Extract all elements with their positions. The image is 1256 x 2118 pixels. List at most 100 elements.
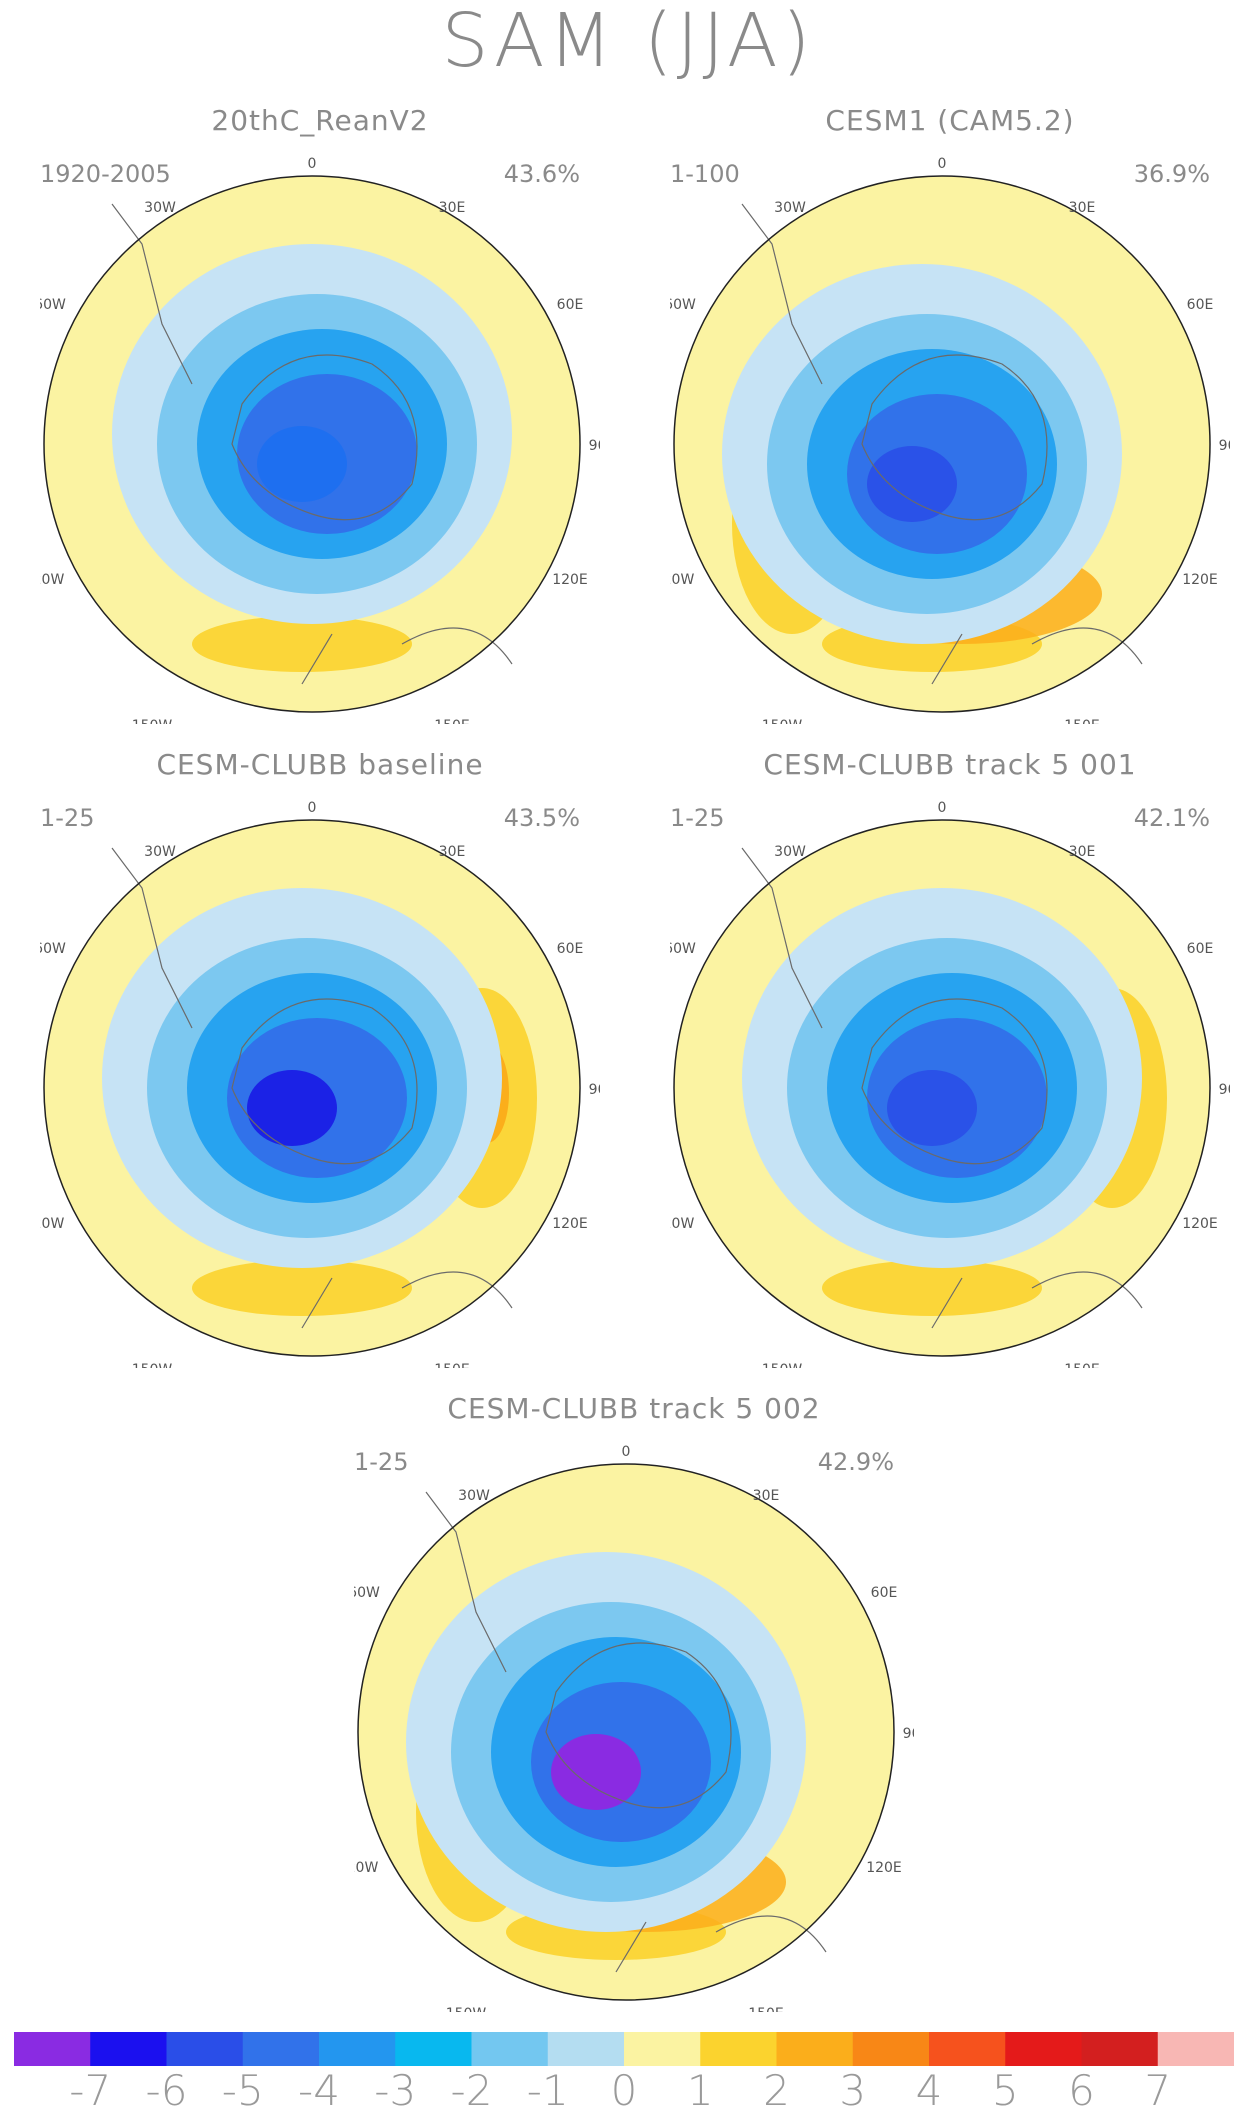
longitude-label: 60W — [670, 297, 696, 313]
map-panel: CESM-CLUBB baseline 1-25 43.5% 0 30E 60E 90E 12… — [40, 748, 600, 1368]
map-panel: CESM1 (CAM5.2) 1-100 36.9% 0 30E 60E 90E 120E 15… — [670, 104, 1230, 724]
coastline — [425, 1491, 507, 1673]
map-panel: 20thC_ReanV2 1920-2005 43.6% 0 30E 60E 90E 120E… — [40, 104, 600, 724]
panel-variance: 43.6% — [503, 160, 580, 188]
colorbar-tick-label: 4 — [915, 2066, 943, 2115]
colorbar-segment — [776, 2032, 854, 2066]
colorbar-tick-label: 5 — [991, 2066, 1019, 2115]
coastline — [931, 627, 1143, 685]
polar-map: 030E60E90E120E150E180150W120W90W60W30W — [670, 800, 1230, 1368]
longitude-label: 90E — [1219, 1082, 1230, 1098]
colorbar-segment — [166, 2032, 244, 2066]
colorbar-segment — [700, 2032, 777, 2066]
colorbar-segment — [929, 2032, 1006, 2066]
longitude-label: 60E — [557, 297, 584, 313]
panel-period: 1-25 — [670, 804, 725, 832]
longitude-label: 90E — [1219, 438, 1230, 454]
longitude-label: 150E — [434, 718, 470, 724]
panel-variance: 36.9% — [1133, 160, 1210, 188]
colorbar-segment — [14, 2032, 91, 2066]
panel-title: 20thC_ReanV2 — [211, 104, 429, 137]
longitude-label: 30E — [1069, 844, 1096, 860]
panel-title: CESM-CLUBB track 5 001 — [763, 748, 1137, 781]
longitude-label: 60E — [1187, 941, 1214, 957]
longitude-label: 30W — [144, 844, 176, 860]
panel-variance: 43.5% — [503, 804, 580, 832]
longitude-label: 0 — [308, 800, 317, 816]
longitude-label: 0 — [938, 156, 947, 172]
colorbar-tick-label: 0 — [610, 2066, 638, 2115]
colorbar-segment — [395, 2032, 472, 2066]
longitude-label: 0 — [308, 156, 317, 172]
coastline — [301, 627, 513, 685]
longitude-label: 120W — [670, 1216, 694, 1232]
longitude-label: 30E — [753, 1488, 780, 1504]
colorbar-segment — [1157, 2032, 1234, 2066]
antarctica-outline — [861, 998, 1048, 1165]
colorbar-tick-label: -4 — [298, 2066, 340, 2115]
anomaly-core — [257, 426, 347, 502]
panel-title: CESM-CLUBB baseline — [156, 748, 484, 781]
polar-map: 030E60E90E120E150E180150W120W90W60W30W — [354, 1444, 914, 2012]
longitude-label: 120E — [1182, 572, 1218, 588]
longitude-label: 150W — [762, 1362, 803, 1368]
colorbar-segment — [471, 2032, 549, 2066]
longitude-label: 60E — [871, 1585, 898, 1601]
longitude-label: 150E — [748, 2006, 784, 2012]
colorbar-tick-label: 3 — [839, 2066, 867, 2115]
longitude-label: 120E — [866, 1860, 902, 1876]
longitude-label: 30E — [439, 200, 466, 216]
colorbar-tick-label: -7 — [69, 2066, 112, 2115]
antarctica-outline — [231, 998, 418, 1165]
coastline — [741, 203, 823, 385]
colorbar-segment — [90, 2032, 167, 2066]
colorbar-tick-label: -3 — [374, 2066, 417, 2115]
coastline — [741, 847, 823, 1029]
longitude-label: 0 — [938, 800, 947, 816]
polar-map: 030E60E90E120E150E180150W120W90W60W30W — [670, 156, 1230, 724]
longitude-label: 120E — [552, 572, 588, 588]
colorbar-segment — [319, 2032, 396, 2066]
longitude-label: 120W — [354, 1860, 378, 1876]
colorbar-segment — [1005, 2032, 1082, 2066]
panel-variance: 42.9% — [817, 1448, 894, 1476]
longitude-label: 150W — [132, 718, 173, 724]
map-border — [357, 1463, 895, 2001]
longitude-label: 30E — [1069, 200, 1096, 216]
longitude-label: 150W — [446, 2006, 487, 2012]
longitude-label: 60W — [40, 297, 66, 313]
colorbar-tick-label: -2 — [450, 2066, 493, 2115]
map-panel: CESM-CLUBB track 5 001 1-25 42.1% 0 30E 60E 90… — [670, 748, 1230, 1368]
panel-variance: 42.1% — [1133, 804, 1210, 832]
panel-period: 1-25 — [354, 1448, 409, 1476]
longitude-label: 150W — [132, 1362, 173, 1368]
coastline — [615, 1915, 827, 1973]
longitude-label: 60W — [40, 941, 66, 957]
colorbar-segment — [852, 2032, 930, 2066]
longitude-label: 30W — [774, 200, 806, 216]
figure-title: SAM (JJA) — [441, 0, 815, 84]
anomaly-core — [887, 1070, 977, 1146]
anomaly-core — [551, 1734, 641, 1810]
coastline — [111, 203, 193, 385]
longitude-label: 30W — [774, 844, 806, 860]
colorbar-segment — [547, 2032, 625, 2066]
coastline — [931, 1271, 1143, 1329]
coastline — [111, 847, 193, 1029]
longitude-label: 30W — [458, 1488, 490, 1504]
positive-anomaly-lobe — [192, 1260, 412, 1316]
panel-period: 1-25 — [40, 804, 95, 832]
colorbar-tick-label: 2 — [763, 2066, 790, 2115]
longitude-label: 150W — [762, 718, 803, 724]
map-border — [43, 175, 581, 713]
colorbar-tick-label: 1 — [686, 2066, 714, 2115]
polar-map: 030E60E90E120E150E180150W120W90W60W30W — [40, 800, 600, 1368]
longitude-label: 120E — [552, 1216, 588, 1232]
longitude-label: 150E — [1064, 1362, 1100, 1368]
longitude-label: 60E — [1187, 297, 1214, 313]
positive-anomaly-lobe — [192, 616, 412, 672]
longitude-label: 120W — [670, 572, 694, 588]
polar-map: 030E60E90E120E150E180150W120W90W60W30W — [40, 156, 600, 724]
longitude-label: 60W — [670, 941, 696, 957]
antarctica-outline — [231, 354, 418, 521]
